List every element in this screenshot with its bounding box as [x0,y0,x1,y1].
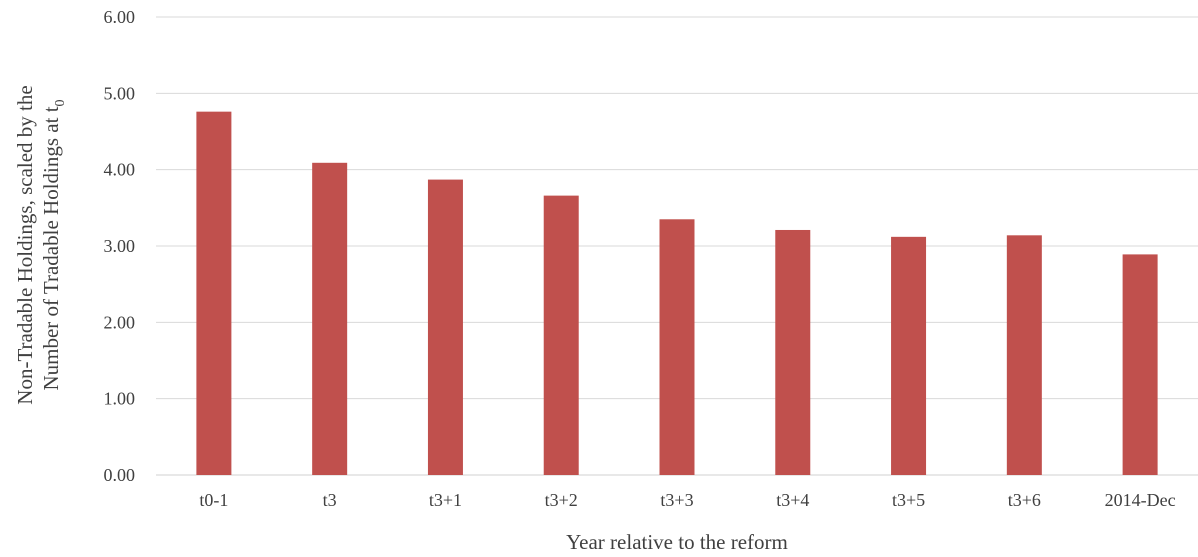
bar [659,219,695,475]
bar [312,162,348,475]
bar [775,229,811,475]
x-tick-label: t3+4 [776,490,809,510]
bars [196,111,1158,476]
y-tick-label: 6.00 [104,7,136,27]
x-axis-title: Year relative to the reform [566,530,788,554]
y-axis-title-line1: Non-Tradable Holdings, scaled by the [13,85,37,404]
y-tick-label: 3.00 [104,236,136,256]
y-axis-title-line2-main: Number of Tradable Holdings at t [39,106,63,390]
x-tick-label: t3+6 [1008,490,1041,510]
bar [891,236,927,475]
bar [427,179,463,475]
y-tick-label: 2.00 [104,312,136,332]
x-axis-tick-labels: t0-1 t3 t3+1 t3+2 t3+3 t3+4 t3+5 t3+6 2014-Dec [199,490,1175,510]
bar [196,111,232,476]
y-axis-tick-labels: 0.00 1.00 2.00 3.00 4.00 5.00 6.00 [104,7,136,485]
y-tick-label: 5.00 [104,83,136,103]
x-tick-label: 2014-Dec [1105,490,1176,510]
y-axis-title-line2: Number of Tradable Holdings at t0 [39,99,68,390]
y-axis-title-line2-subscript: 0 [53,99,68,106]
y-tick-label: 4.00 [104,160,136,180]
bar [1122,254,1158,475]
x-tick-label: t0-1 [199,490,228,510]
x-tick-label: t3+1 [429,490,462,510]
y-tick-label: 0.00 [104,465,136,485]
bar [1006,235,1042,475]
x-tick-label: t3 [323,490,337,510]
x-tick-label: t3+3 [660,490,693,510]
y-tick-label: 1.00 [104,389,136,409]
y-axis-title: Non-Tradable Holdings, scaled by the Num… [13,85,68,404]
x-tick-label: t3+2 [545,490,578,510]
bar [543,195,579,475]
x-tick-label: t3+5 [892,490,925,510]
